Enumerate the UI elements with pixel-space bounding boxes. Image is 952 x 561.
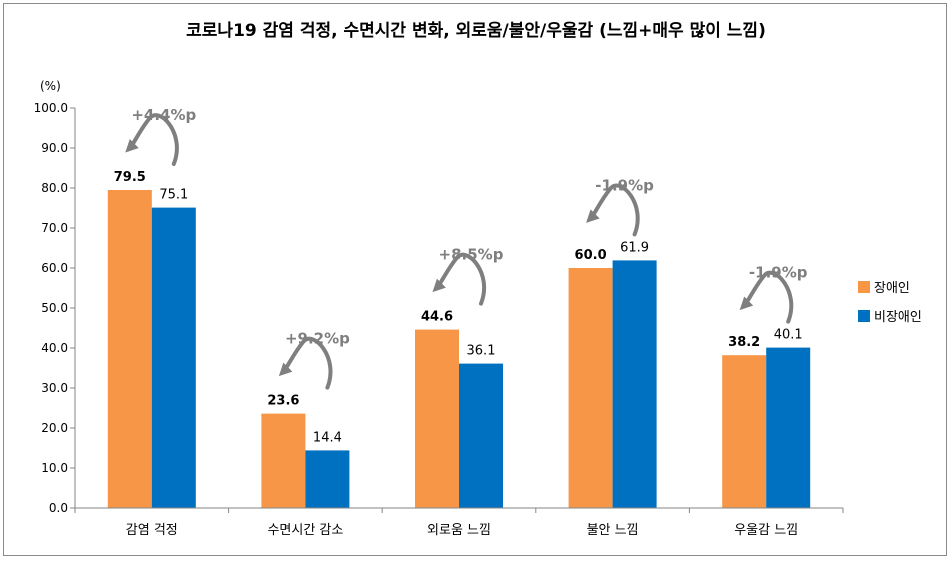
y-tick-label: 100.0 — [34, 101, 68, 115]
difference-label: +8.5%p — [439, 246, 504, 264]
curved-arrow-icon — [739, 270, 794, 324]
bar-non-disabled — [305, 450, 350, 508]
bars — [107, 190, 811, 508]
difference-label: -1.9%p — [749, 264, 808, 282]
y-tick-label: 40.0 — [41, 341, 68, 355]
value-label-disabled: 44.6 — [421, 310, 453, 325]
chart-title: 코로나19 감염 걱정, 수면시간 변화, 외로움/불안/우울감 (느낌+매우 … — [186, 21, 766, 41]
x-tick-label: 우울감 느낌 — [734, 523, 798, 538]
x-axis: 감염 걱정 수면시간 감소 외로움 느낌 불안 느낌 우울감 느낌 — [74, 507, 844, 538]
legend-swatch — [858, 281, 870, 293]
difference-label: -1.9%p — [595, 176, 654, 194]
value-labels: 79.5 75.1 23.6 14.4 44.6 36.1 60.0 61.9 38.2 40.1 — [114, 170, 803, 445]
value-label-disabled: 60.0 — [575, 248, 607, 263]
y-tick-label: 50.0 — [41, 301, 68, 315]
value-label-disabled: 38.2 — [728, 335, 760, 350]
legend-label: 비장애인 — [874, 310, 922, 325]
x-tick-label: 불안 느낌 — [587, 523, 639, 538]
curved-arrow-icon — [125, 113, 179, 166]
difference-annotations: +4.4%p +9.2%p +8.5%p -1.9%p -1.9%p — [125, 106, 808, 390]
curved-arrow-icon — [432, 252, 487, 306]
value-label-non-disabled: 40.1 — [774, 328, 803, 343]
bar-non-disabled — [459, 363, 503, 508]
y-tick-label: 60.0 — [41, 261, 68, 275]
curved-arrow-icon — [278, 336, 333, 390]
bar-non-disabled — [766, 347, 811, 508]
bar-non-disabled — [151, 207, 196, 508]
bar-disabled — [568, 268, 613, 508]
x-tick-label: 수면시간 감소 — [267, 523, 343, 538]
y-axis-unit: (%) — [40, 79, 61, 93]
x-tick-label: 외로움 느낌 — [427, 523, 491, 538]
value-label-disabled: 23.6 — [267, 394, 299, 409]
value-label-non-disabled: 75.1 — [159, 188, 188, 203]
y-tick-label: 0.0 — [49, 501, 68, 515]
value-label-disabled: 79.5 — [114, 170, 146, 185]
y-tick-label: 70.0 — [41, 221, 68, 235]
y-tick-label: 10.0 — [41, 461, 68, 475]
difference-label: +9.2%p — [285, 330, 350, 348]
difference-label: +4.4%p — [131, 106, 196, 124]
value-label-non-disabled: 36.1 — [467, 344, 496, 359]
bar-disabled — [107, 190, 152, 508]
bar-non-disabled — [612, 260, 657, 508]
curved-arrow-icon — [586, 183, 640, 237]
value-label-non-disabled: 14.4 — [313, 430, 342, 445]
y-tick-label: 30.0 — [41, 381, 68, 395]
y-tick-label: 20.0 — [41, 421, 68, 435]
bar-disabled — [261, 413, 306, 508]
legend-label: 장애인 — [874, 281, 910, 296]
value-label-non-disabled: 61.9 — [620, 240, 649, 255]
bar-disabled — [722, 355, 767, 508]
y-tick-label: 90.0 — [41, 141, 68, 155]
y-tick-label: 80.0 — [41, 181, 68, 195]
x-tick-label: 감염 걱정 — [126, 523, 178, 538]
legend-swatch — [858, 310, 870, 322]
y-axis: 0.0 10.0 20.0 30.0 40.0 50.0 60.0 70.0 80.0 90.0 1… — [34, 101, 76, 515]
bar-disabled — [415, 329, 459, 508]
